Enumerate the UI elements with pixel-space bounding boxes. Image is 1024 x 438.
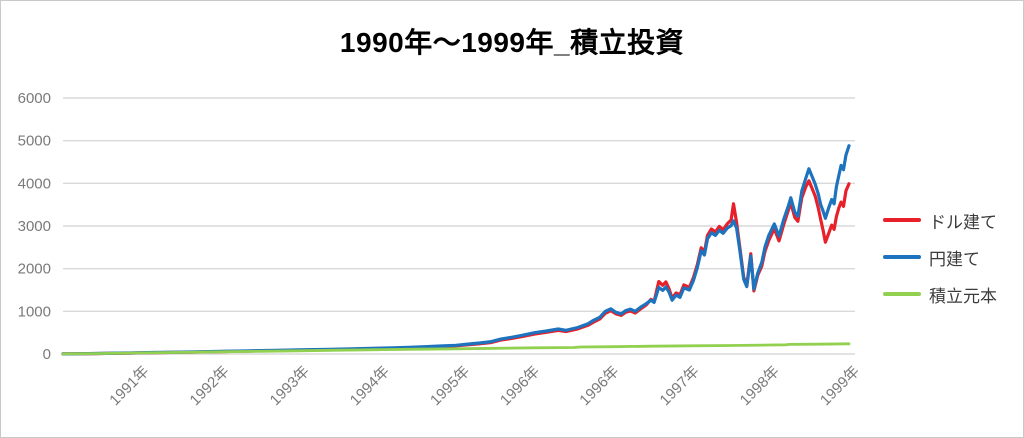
x-tick-label: 1994年 (347, 363, 393, 409)
x-tick-label: 1991年 (106, 363, 152, 409)
legend-swatch-red-line (883, 218, 921, 222)
series-line-1 (61, 144, 851, 356)
y-tick-label: 0 (43, 346, 51, 363)
legend-item-principal: 積立元本 (883, 283, 1018, 306)
x-tick-label: 1997年 (657, 363, 703, 409)
x-tick-label: 1995年 (427, 363, 473, 409)
legend-label-yen: 円建て (929, 249, 980, 269)
x-tick-label: 1999年 (817, 363, 863, 409)
series-line-2 (61, 342, 851, 356)
x-tick-label: 1993年 (267, 363, 313, 409)
y-tick-label: 4000 (18, 175, 51, 192)
y-tick-label: 1000 (18, 303, 51, 320)
x-tick-label: 1992年 (187, 363, 233, 409)
x-tick-label: 1998年 (737, 363, 783, 409)
x-tick-label: 1996年 (497, 363, 543, 409)
legend-label-principal: 積立元本 (929, 286, 997, 306)
legend-swatch-green-line (883, 292, 921, 296)
series-line-0 (61, 179, 851, 356)
y-tick-label: 3000 (18, 218, 51, 235)
y-tick-label: 2000 (18, 261, 51, 278)
y-tick-label: 6000 (18, 90, 51, 107)
y-tick-label: 5000 (18, 133, 51, 150)
x-tick-label: 1996年 (576, 363, 622, 409)
legend-swatch-blue-line (883, 255, 921, 259)
legend-item-dollar: ドル建て (883, 209, 1018, 232)
chart-title: 1990年〜1999年_積立投資 (339, 27, 685, 58)
legend-label-dollar: ドル建て (929, 212, 997, 232)
chart-legend: ドル建て 円建て 積立元本 (883, 209, 1018, 320)
legend-item-yen: 円建て (883, 246, 1018, 269)
